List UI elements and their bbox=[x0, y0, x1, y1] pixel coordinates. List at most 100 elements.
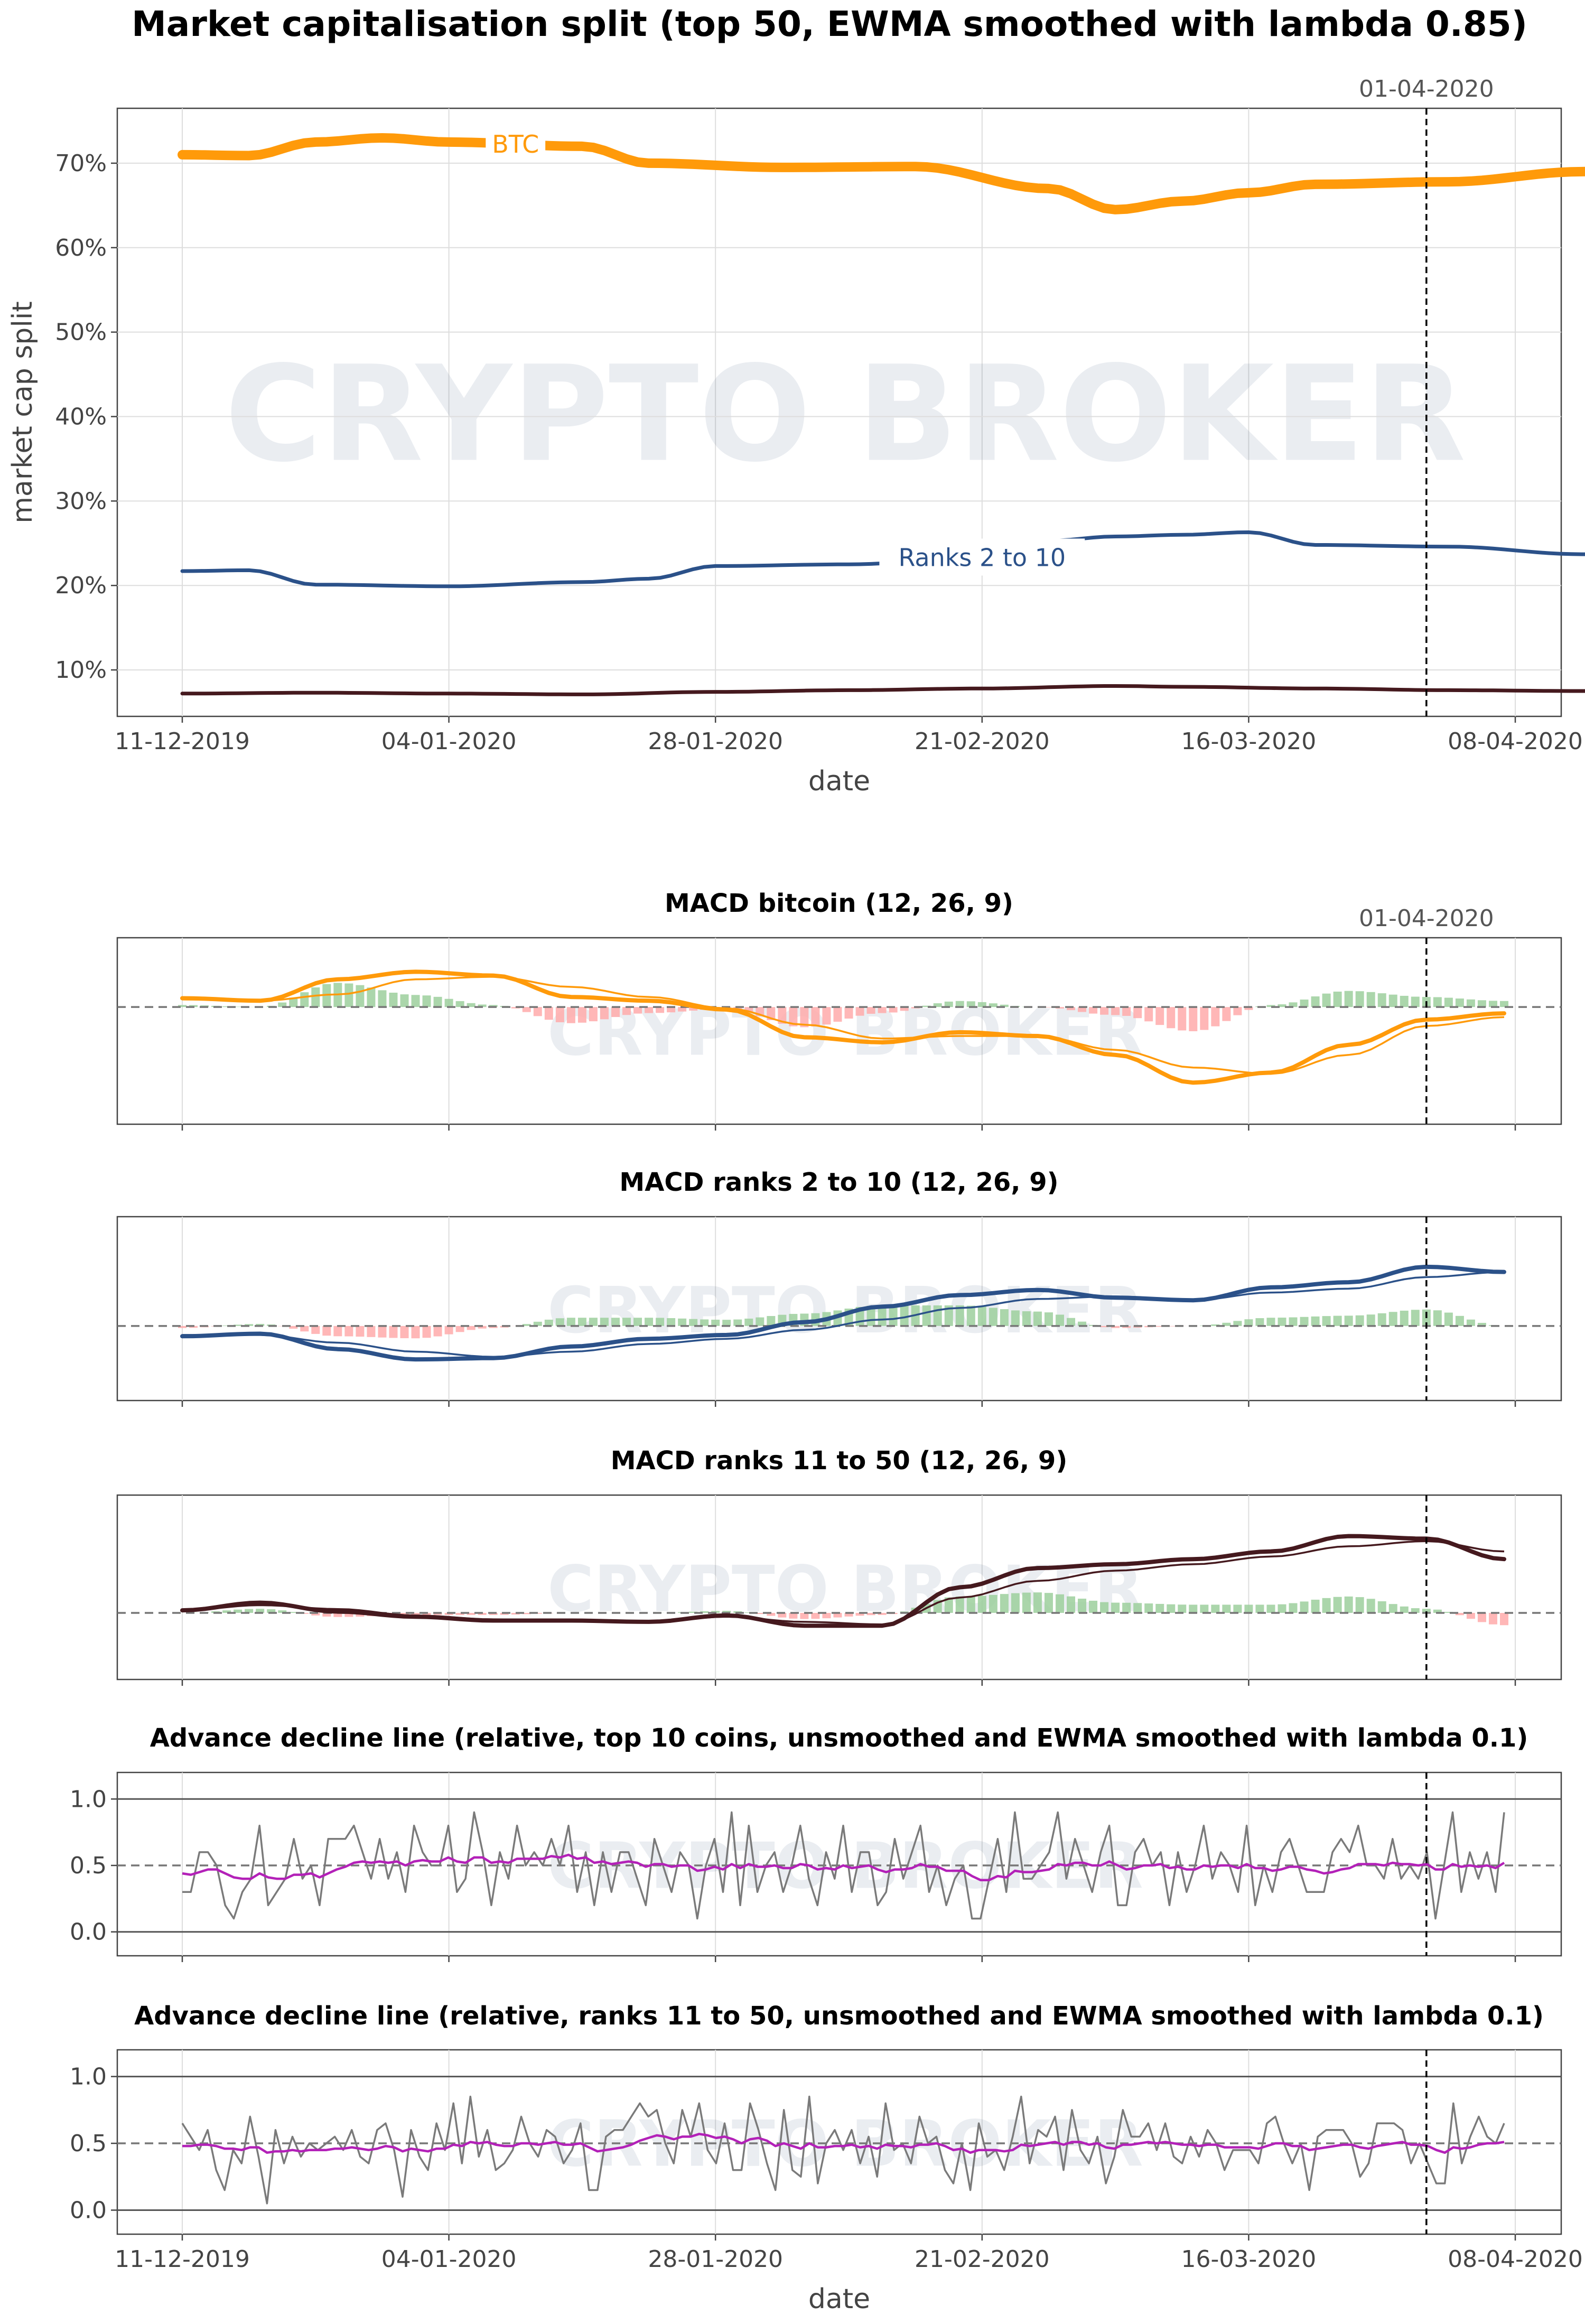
plot-frame bbox=[116, 1216, 1562, 1402]
histogram-bar bbox=[878, 1612, 887, 1615]
histogram-bar bbox=[400, 994, 409, 1007]
histogram-bar bbox=[833, 1007, 842, 1022]
histogram-bar bbox=[1388, 1312, 1397, 1326]
histogram-bar bbox=[955, 1001, 964, 1007]
histogram-bar bbox=[222, 1610, 231, 1613]
histogram-bar bbox=[1144, 1007, 1153, 1022]
histogram-bar bbox=[1355, 991, 1364, 1007]
histogram-bar bbox=[1444, 997, 1453, 1007]
histogram-bar bbox=[1455, 1612, 1464, 1616]
histogram-bar bbox=[700, 1611, 709, 1613]
histogram-bar bbox=[444, 1326, 453, 1334]
histogram-bar bbox=[433, 996, 442, 1007]
histogram-bar bbox=[955, 1305, 964, 1326]
y-tick-label: 0.0 bbox=[70, 2197, 107, 2224]
histogram-bar bbox=[977, 1306, 986, 1326]
histogram-bar bbox=[1100, 1007, 1109, 1015]
histogram-bar bbox=[944, 1597, 953, 1613]
y-axis-label: market cap split bbox=[7, 301, 39, 523]
histogram-bar bbox=[1000, 1004, 1009, 1007]
histogram-bar bbox=[977, 1595, 986, 1613]
histogram-bar bbox=[1222, 1007, 1231, 1021]
x-tick-label: 11-12-2019 bbox=[115, 2246, 250, 2273]
histogram-bar bbox=[1044, 1593, 1053, 1613]
subplot-title: MACD ranks 2 to 10 (12, 26, 9) bbox=[619, 1168, 1058, 1197]
histogram-bar bbox=[1300, 1601, 1309, 1613]
subplot-title: MACD ranks 11 to 50 (12, 26, 9) bbox=[611, 1446, 1068, 1476]
histogram-bar bbox=[1411, 996, 1420, 1007]
macd-line bbox=[180, 1264, 1506, 1362]
histogram-bar bbox=[356, 1326, 365, 1337]
histogram-bar bbox=[1222, 1604, 1231, 1613]
x-tick-label: 08-04-2020 bbox=[1448, 2246, 1583, 2273]
histogram-bar bbox=[544, 1007, 553, 1020]
histogram-bar bbox=[645, 1007, 654, 1013]
histogram-bar bbox=[1477, 1322, 1486, 1326]
histogram-bar bbox=[344, 1612, 353, 1617]
histogram-bar bbox=[1289, 1002, 1298, 1007]
histogram-bar bbox=[822, 1007, 831, 1025]
histogram-bar bbox=[966, 1001, 975, 1007]
histogram-bar bbox=[1355, 1597, 1364, 1613]
histogram-bar bbox=[467, 1326, 476, 1330]
histogram-bar bbox=[1244, 1007, 1253, 1010]
histogram-bar bbox=[1100, 1602, 1109, 1613]
histogram-bar bbox=[1411, 1608, 1420, 1613]
histogram-bar bbox=[700, 1319, 709, 1326]
histogram-bar bbox=[689, 1611, 698, 1613]
histogram-bar bbox=[1122, 1007, 1131, 1016]
histogram-bar bbox=[1366, 1314, 1375, 1326]
histogram-bar bbox=[933, 1305, 942, 1326]
histogram-bar bbox=[267, 1609, 276, 1613]
histogram-bar bbox=[878, 1305, 887, 1326]
histogram-bar bbox=[822, 1612, 831, 1619]
histogram-bar bbox=[1111, 1602, 1120, 1613]
histogram-bar bbox=[800, 1007, 809, 1028]
histogram-bar bbox=[667, 1318, 676, 1326]
histogram-bar bbox=[1500, 1001, 1508, 1007]
histogram-bar bbox=[566, 1007, 575, 1023]
histogram-bar bbox=[1067, 1007, 1076, 1011]
histogram-bar bbox=[300, 1326, 309, 1332]
histogram-bar bbox=[300, 992, 309, 1007]
histogram-bar bbox=[1022, 1311, 1031, 1326]
histogram-bar bbox=[422, 995, 431, 1007]
histogram-bar bbox=[811, 1612, 820, 1619]
histogram-bar bbox=[478, 1612, 487, 1615]
subplot-title: Advance decline line (relative, ranks 11… bbox=[134, 2001, 1544, 2031]
histogram-bar bbox=[1388, 994, 1397, 1007]
series-label-background bbox=[486, 125, 546, 162]
histogram-bar bbox=[1400, 995, 1409, 1007]
histogram-bar bbox=[866, 1007, 875, 1014]
x-tick-label: 04-01-2020 bbox=[381, 728, 517, 755]
histogram-bar bbox=[1255, 1604, 1264, 1613]
histogram-bar bbox=[1433, 1310, 1442, 1326]
x-tick-label: 16-03-2020 bbox=[1181, 2246, 1317, 2273]
histogram-bar bbox=[1122, 1326, 1131, 1328]
histogram-bar bbox=[1311, 1599, 1320, 1613]
y-tick-label: 60% bbox=[55, 235, 107, 262]
histogram-bar bbox=[811, 1007, 820, 1027]
histogram-bar bbox=[1111, 1326, 1120, 1328]
histogram-bar bbox=[1278, 1318, 1286, 1326]
histogram-bar bbox=[1322, 1598, 1331, 1613]
histogram-bar bbox=[1033, 1592, 1042, 1613]
histogram-bar bbox=[645, 1318, 654, 1326]
macd-line bbox=[180, 1534, 1506, 1628]
histogram-bar bbox=[966, 1596, 975, 1613]
histogram-bar bbox=[433, 1326, 442, 1337]
histogram-bar bbox=[744, 1007, 753, 1013]
series-label: Ranks 2 to 10 bbox=[898, 543, 1066, 572]
histogram-bar bbox=[367, 1326, 376, 1337]
histogram-bar bbox=[1477, 1612, 1486, 1622]
histogram-bar bbox=[1122, 1602, 1131, 1613]
histogram-bar bbox=[577, 1007, 586, 1023]
histogram-bar bbox=[689, 1007, 698, 1011]
histogram-bar bbox=[311, 1612, 320, 1616]
histogram-bar bbox=[1300, 999, 1309, 1007]
histogram-bar bbox=[1322, 993, 1331, 1007]
histogram-bar bbox=[1155, 1326, 1164, 1327]
chart-panel-6: 11-12-2019 04-01-2020 28-01-2020 21-02-2020… bbox=[70, 2001, 1583, 2315]
